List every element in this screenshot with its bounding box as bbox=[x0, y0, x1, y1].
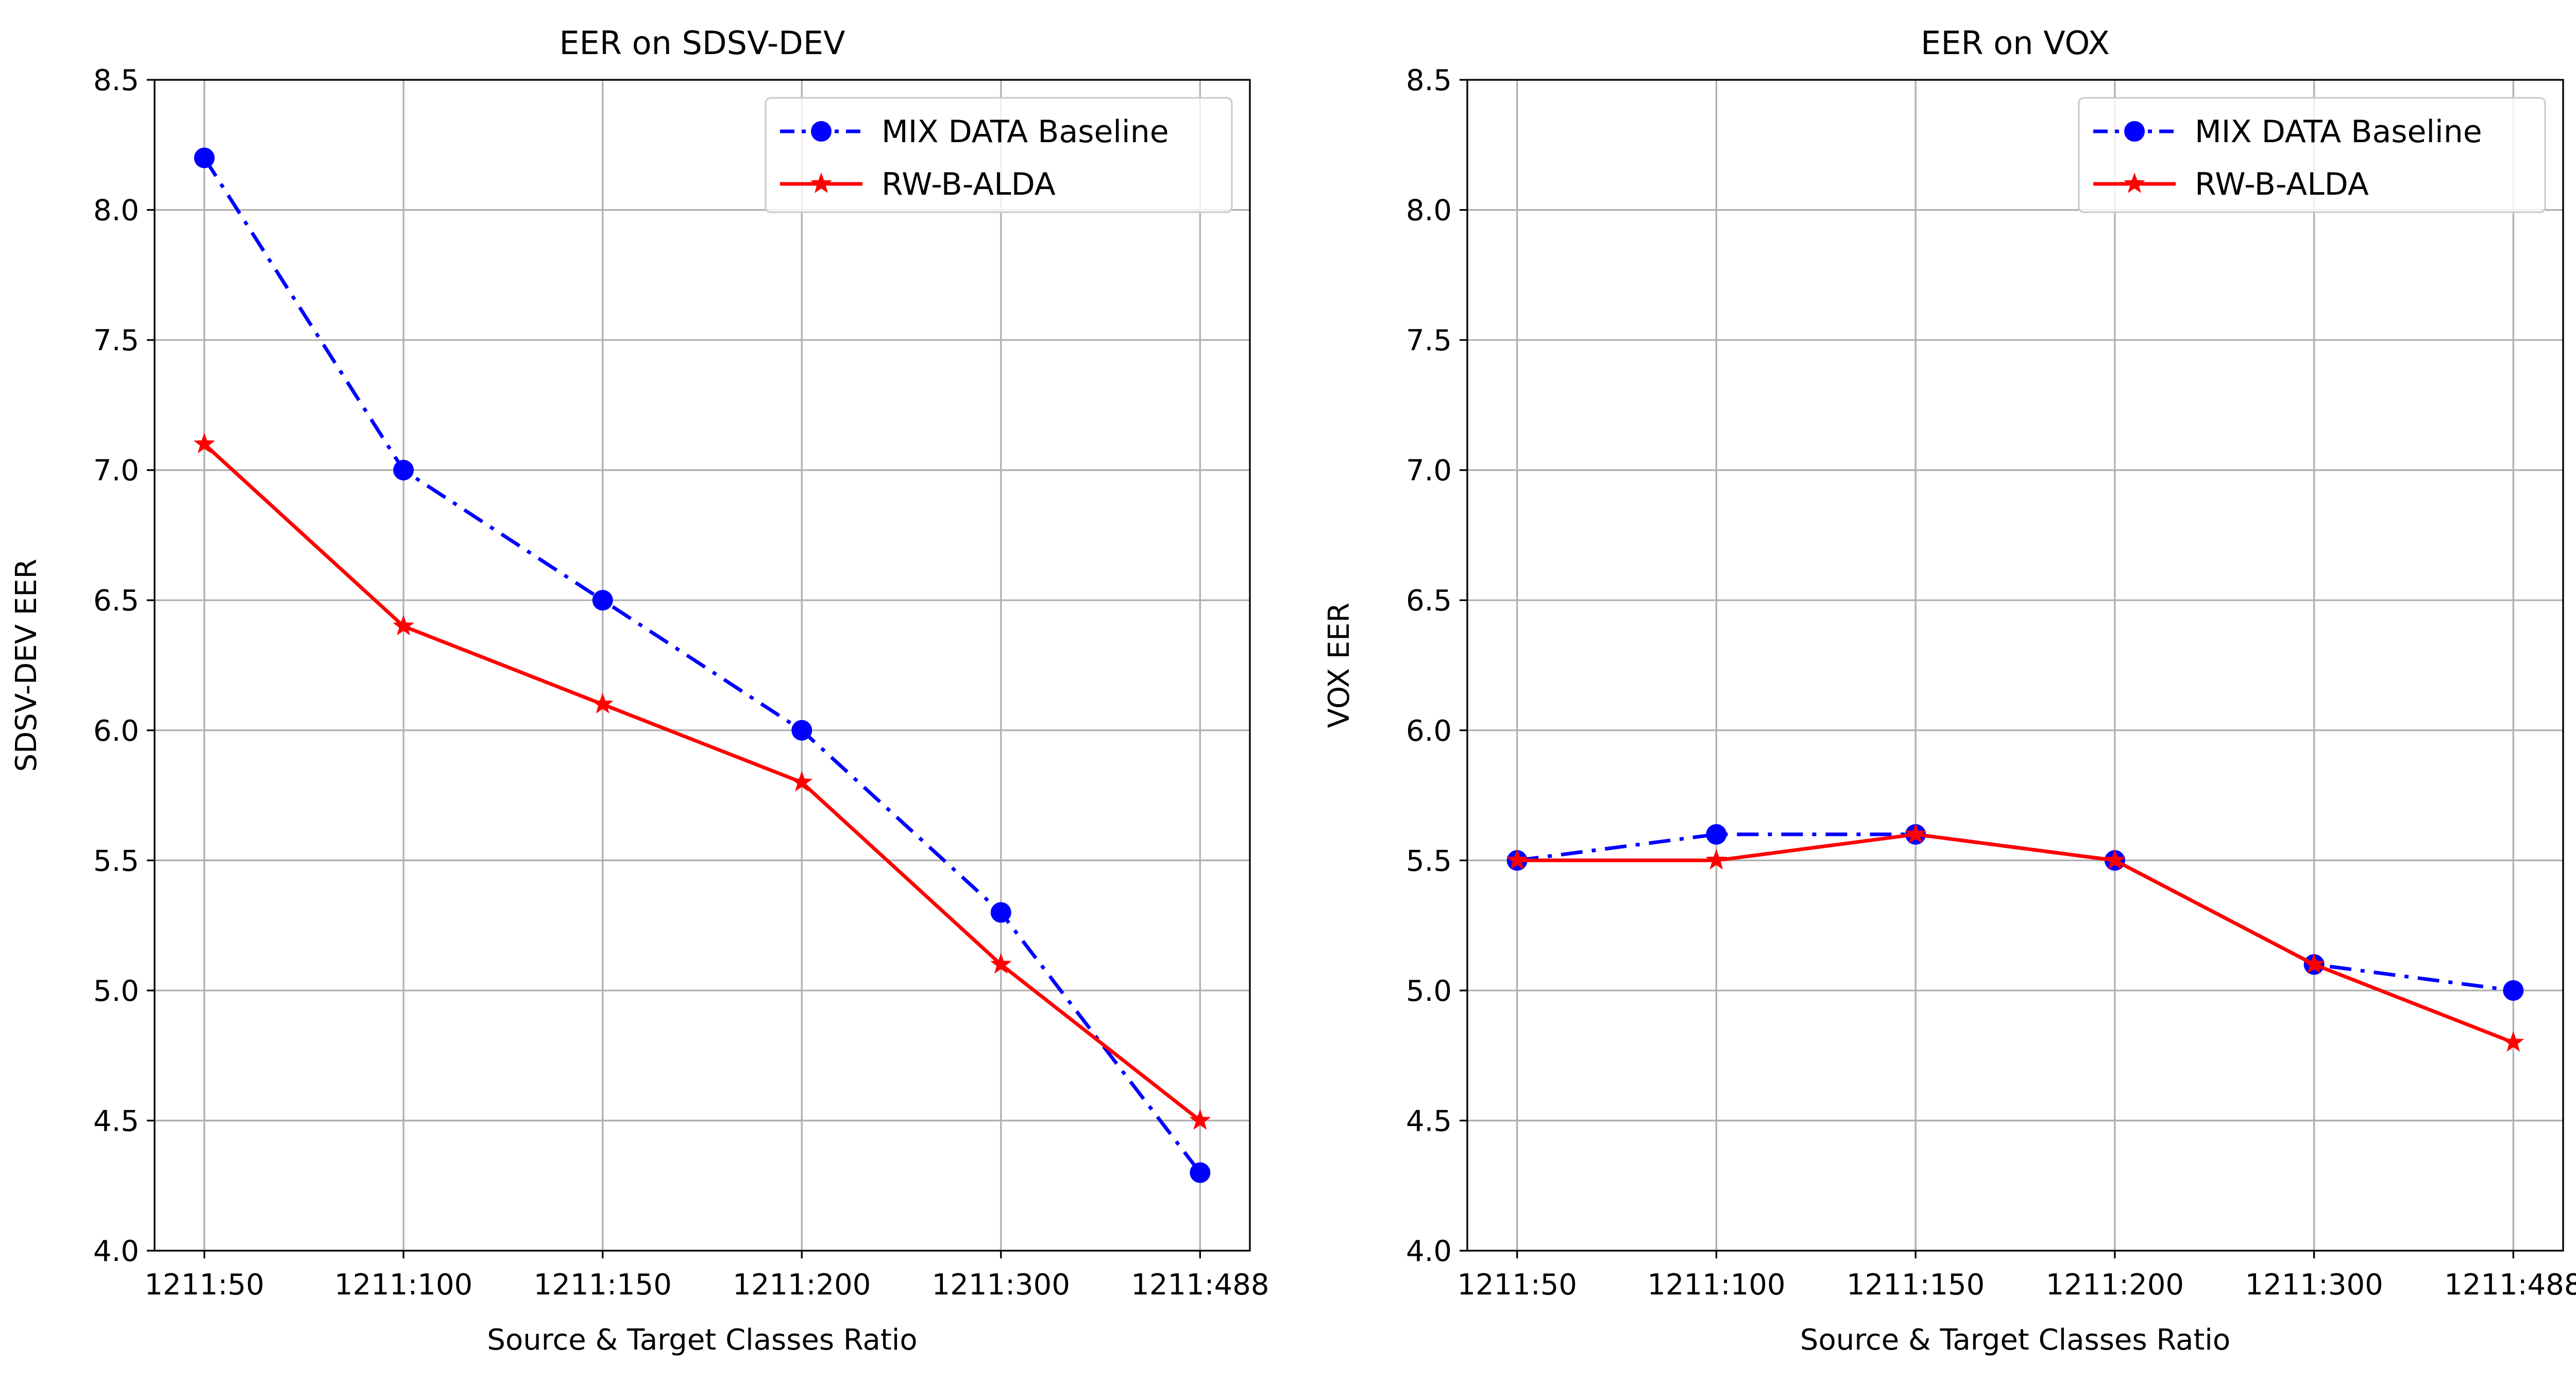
y-tick-label: 8.0 bbox=[1406, 194, 1452, 228]
x-tick-label: 1211:150 bbox=[1846, 1268, 1985, 1302]
series-line-rw-b-alda bbox=[1517, 832, 2514, 1045]
data-point-rw-b-alda bbox=[2502, 1031, 2524, 1052]
data-point-rw-b-alda bbox=[2104, 849, 2126, 870]
series-line-baseline bbox=[1517, 832, 2514, 993]
data-point-baseline bbox=[791, 720, 812, 741]
data-point-baseline bbox=[1706, 824, 1727, 845]
data-point-rw-b-alda bbox=[1506, 849, 1528, 870]
chart-panel-1: 1211:50 1211:100 1211:150 1211:200 1211:300 1… bbox=[10, 24, 1269, 1357]
x-axis-label: Source & Target Classes Ratio bbox=[487, 1323, 917, 1357]
legend-marker-baseline bbox=[2124, 121, 2145, 142]
y-axis-label: SDSV-DEV EER bbox=[10, 559, 43, 772]
data-point-rw-b-alda bbox=[791, 771, 813, 792]
data-point-baseline bbox=[592, 590, 613, 611]
y-tick-label: 8.0 bbox=[93, 194, 139, 228]
y-tick-label: 6.0 bbox=[1406, 714, 1452, 748]
y-tick-label: 4.0 bbox=[93, 1235, 139, 1268]
chart-title: EER on SDSV-DEV bbox=[559, 24, 845, 62]
series-line-rw-b-alda bbox=[203, 442, 1201, 1122]
chart-title: EER on VOX bbox=[1921, 24, 2110, 62]
x-axis-label: Source & Target Classes Ratio bbox=[1800, 1323, 2230, 1357]
legend-marker-baseline bbox=[811, 121, 832, 142]
y-tick-label: 4.5 bbox=[93, 1104, 139, 1138]
chart-panel-2: 1211:50 1211:100 1211:150 1211:200 1211:300 1… bbox=[1323, 24, 2576, 1357]
y-axis-label: VOX EER bbox=[1323, 603, 1356, 728]
y-tick-label: 7.0 bbox=[93, 454, 139, 488]
legend-label-rw-b-alda: RW-B-ALDA bbox=[882, 166, 1056, 202]
x-tick-label: 1211:200 bbox=[733, 1268, 871, 1302]
legend: MIX DATA Baseline RW-B-ALDA bbox=[765, 97, 1233, 213]
legend-box bbox=[765, 97, 1233, 213]
data-point-rw-b-alda bbox=[1189, 1109, 1211, 1130]
y-tick-label: 4.0 bbox=[1406, 1235, 1452, 1268]
data-point-baseline bbox=[1190, 1162, 1211, 1183]
y-tick-label: 6.0 bbox=[93, 714, 139, 748]
data-point-rw-b-alda bbox=[2303, 953, 2325, 974]
x-tick-label: 1211:100 bbox=[334, 1268, 472, 1302]
data-point-baseline bbox=[990, 902, 1011, 923]
legend-box bbox=[2078, 97, 2546, 213]
data-point-baseline bbox=[393, 459, 414, 481]
series-line-baseline bbox=[202, 157, 1202, 1174]
x-tick-label: 1211:300 bbox=[932, 1268, 1070, 1302]
plot-frame bbox=[154, 79, 1251, 1252]
x-tick-label: 1211:488 bbox=[1131, 1268, 1269, 1302]
x-tick-label: 1211:300 bbox=[2245, 1268, 2383, 1302]
y-tick-label: 8.5 bbox=[1406, 64, 1452, 97]
y-tick-label: 8.5 bbox=[93, 64, 139, 97]
y-tick-label: 6.5 bbox=[1406, 584, 1452, 618]
y-tick-label: 4.5 bbox=[1406, 1104, 1452, 1138]
legend-label-rw-b-alda: RW-B-ALDA bbox=[2195, 166, 2369, 202]
legend-label-baseline: MIX DATA Baseline bbox=[2195, 114, 2482, 150]
x-tick-label: 1211:200 bbox=[2046, 1268, 2184, 1302]
data-point-rw-b-alda bbox=[1705, 849, 1727, 870]
data-point-baseline bbox=[2503, 980, 2524, 1001]
legend-label-baseline: MIX DATA Baseline bbox=[882, 114, 1169, 150]
y-tick-label: 7.5 bbox=[1406, 324, 1452, 357]
data-point-rw-b-alda bbox=[393, 615, 415, 636]
data-point-rw-b-alda bbox=[591, 693, 614, 714]
y-tick-label: 7.0 bbox=[1406, 454, 1452, 488]
x-tick-label: 1211:50 bbox=[1457, 1268, 1577, 1302]
data-point-rw-b-alda bbox=[990, 953, 1012, 974]
y-tick-label: 5.5 bbox=[1406, 844, 1452, 878]
x-tick-label: 1211:488 bbox=[2444, 1268, 2576, 1302]
data-point-baseline bbox=[194, 147, 215, 168]
data-point-rw-b-alda bbox=[193, 433, 215, 453]
y-tick-label: 5.0 bbox=[1406, 975, 1452, 1008]
y-tick-label: 5.5 bbox=[93, 844, 139, 878]
legend-marker-rw-b-alda bbox=[810, 173, 832, 193]
legend-marker-rw-b-alda bbox=[2124, 173, 2145, 193]
y-tick-label: 5.0 bbox=[93, 975, 139, 1008]
x-tick-label: 1211:50 bbox=[144, 1268, 264, 1302]
y-tick-label: 7.5 bbox=[93, 324, 139, 357]
x-tick-label: 1211:150 bbox=[534, 1268, 672, 1302]
y-tick-label: 6.5 bbox=[93, 584, 139, 618]
plot-frame bbox=[1466, 79, 2564, 1252]
x-tick-label: 1211:100 bbox=[1647, 1268, 1785, 1302]
legend: MIX DATA Baseline RW-B-ALDA bbox=[2078, 97, 2546, 213]
data-point-rw-b-alda bbox=[1905, 823, 1927, 844]
